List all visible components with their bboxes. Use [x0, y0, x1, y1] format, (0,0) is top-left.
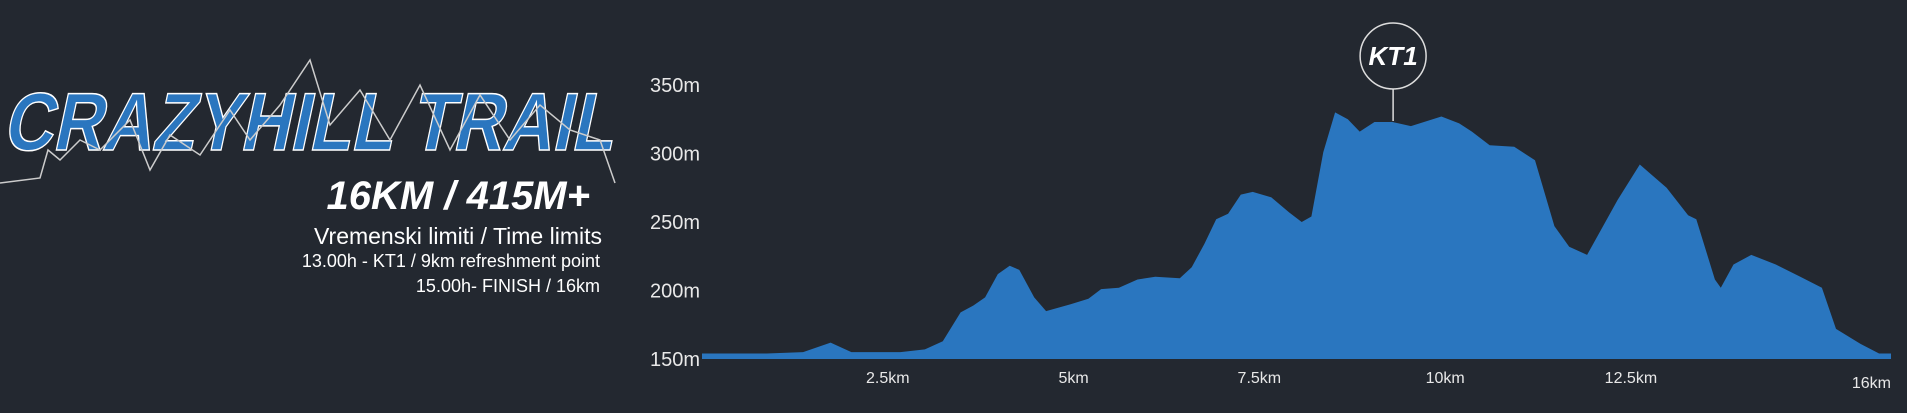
y-tick-label: 350m: [650, 75, 700, 97]
limit-line: 15.00h- FINISH / 16km: [416, 276, 600, 296]
y-tick-label: 250m: [650, 212, 700, 234]
x-tick-label: 10km: [1426, 370, 1465, 387]
annotation-label: KT1: [1369, 41, 1418, 71]
logo-line: [0, 58, 616, 184]
annotation-circle: [1359, 22, 1427, 90]
x-tick-label: 7.5km: [1238, 370, 1282, 387]
x-tick-label: 12.5km: [1605, 370, 1657, 387]
y-tick-label: 300m: [650, 144, 700, 166]
subtitle: 16KM / 415M+: [327, 174, 590, 218]
elevation-area: [702, 112, 1891, 360]
x-tick-label: 2.5km: [866, 370, 910, 387]
x-tick-label: 16km: [1852, 375, 1891, 392]
limit-line: 13.00h - KT1 / 9km refreshment point: [302, 251, 600, 271]
limits-title: Vremenski limiti / Time limits: [314, 223, 602, 249]
y-tick-label: 200m: [650, 281, 700, 303]
x-tick-label: 5km: [1058, 370, 1088, 387]
logo: CRAZYHILL TRAIL 16KM / 415M+ Vremenski l…: [0, 58, 629, 296]
logo-title: CRAZYHILL TRAIL: [0, 76, 628, 168]
y-tick-label: 150m: [650, 349, 700, 371]
chart: 150m 200m 250m 300m 350m 2.5km 5km 7.5km 10km 12.…: [650, 22, 1891, 392]
